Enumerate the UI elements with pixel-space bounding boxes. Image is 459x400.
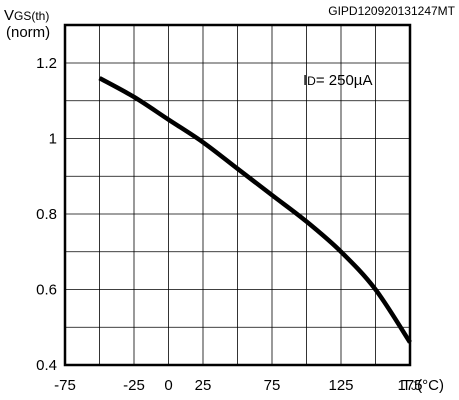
y-tick-label: 1 [49,131,57,148]
y-axis-unit: (norm) [6,24,50,41]
x-tick-label: 0 [164,377,172,394]
y-tick-label: 0.8 [36,206,57,223]
y-tick-labels: 0.4 0.6 0.8 1 1.2 [36,55,57,374]
x-axis-label: TJ(°C) [402,377,444,394]
y-tick-label: 0.4 [36,357,57,374]
condition-annotation: ID= 250µA [303,72,372,89]
y-axis-label: VGS(th) [4,7,49,24]
x-tick-label: 75 [264,377,281,394]
x-tick-label: 175 [397,377,422,394]
data-series-line [98,76,412,344]
x-tick-label: 25 [195,377,212,394]
x-tick-labels: -75 -25 0 25 75 125 175 [54,377,422,394]
plot-frame [63,23,412,367]
figure-id: GIPD120920131247MT [328,4,455,18]
y-tick-label: 0.6 [36,282,57,299]
y-tick-label: 1.2 [36,55,57,72]
x-tick-label: 125 [328,377,353,394]
x-tick-label: -25 [123,377,145,394]
x-tick-label: -75 [54,377,76,394]
